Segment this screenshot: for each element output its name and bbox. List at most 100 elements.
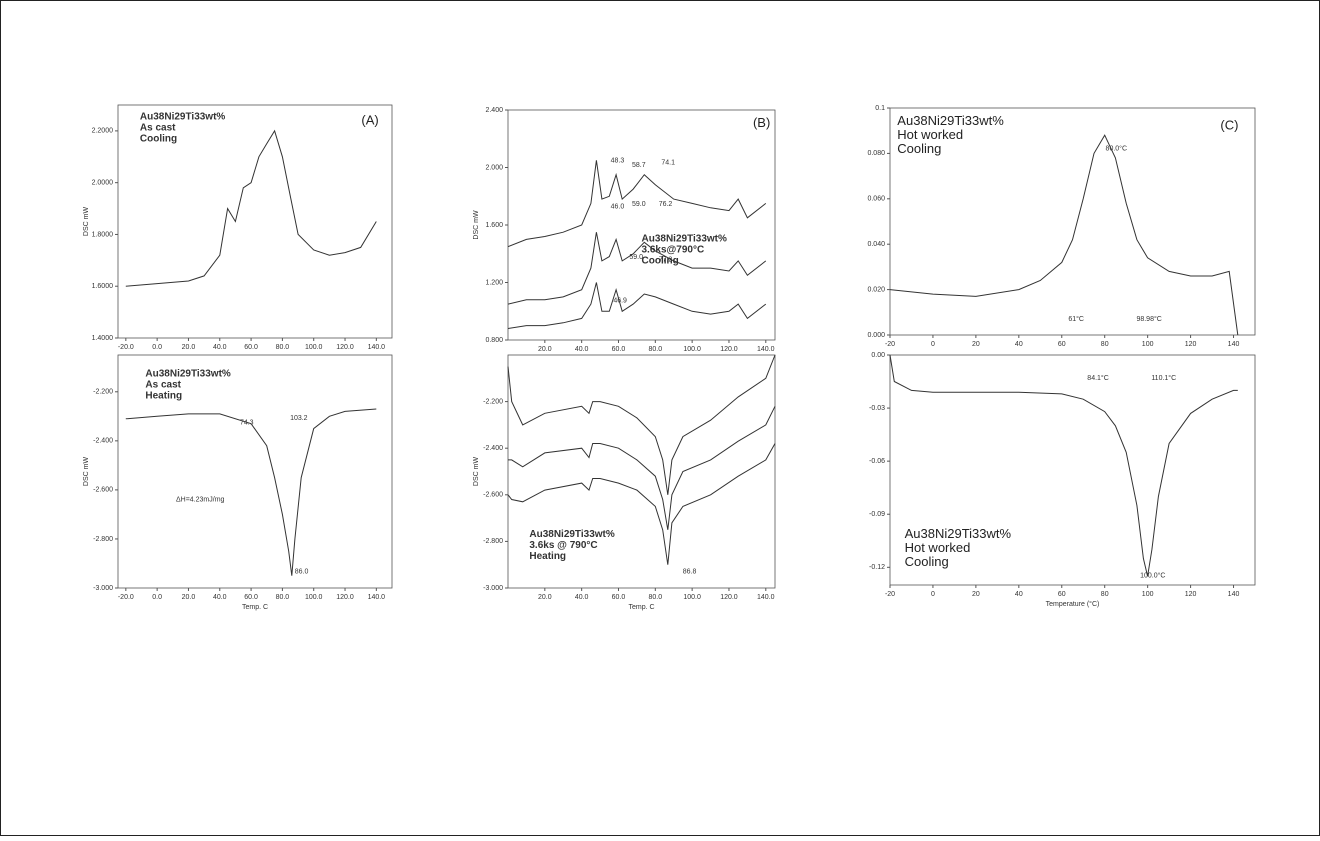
x-tick-label: 140 [1228,591,1240,598]
y-tick-label: -0.06 [869,458,885,465]
y-tick-label: -2.400 [93,438,113,445]
x-tick-label: 80.0 [648,594,662,601]
x-tick-label: -20.0 [118,594,134,601]
peak-label: 76.2 [659,201,673,208]
y-tick-label: -2.200 [93,389,113,396]
y-tick-label: -2.200 [483,398,503,405]
y-tick-label: -2.800 [93,536,113,543]
y-tick-label: 0.040 [867,241,885,248]
sample-label: Au38Ni29Ti33wt% [529,529,615,540]
y-tick-label: 0.020 [867,286,885,293]
x-tick-label: 100.0 [683,346,701,353]
dsc-curve [125,129,377,287]
y-tick-label: -2.800 [483,538,503,545]
sample-label: Cooling [905,554,949,569]
peak-label: 103.2 [290,415,308,422]
x-tick-label: 120 [1185,591,1197,598]
x-tick-label: 60.0 [612,594,626,601]
x-tick-label: 120.0 [336,594,354,601]
x-tick-label: 40.0 [575,346,589,353]
peak-label: 80.0°C [1106,145,1127,153]
peak-label: 77.2 [659,256,673,263]
x-tick-label: 40 [1015,591,1023,598]
x-tick-label: 0.0 [152,344,162,351]
sample-label: Heating [145,390,182,401]
x-tick-label: 120.0 [720,594,738,601]
x-tick-label: 40.0 [213,344,227,351]
x-tick-label: 80 [1101,591,1109,598]
peak-label: 74.3 [240,419,254,426]
sample-label: Au38Ni29Ti33wt% [897,113,1004,128]
peak-label: 100.0°C [1140,572,1165,580]
x-tick-label: 60 [1058,341,1066,348]
x-axis-label: Temp. C [242,604,268,611]
y-tick-label: 2.0000 [92,180,114,187]
y-tick-label: 0.00 [871,352,885,359]
y-tick-label: 1.4000 [92,335,114,342]
peak-label: 59.0 [629,254,643,261]
x-tick-label: 140 [1228,341,1240,348]
x-tick-label: 80.0 [276,594,290,601]
y-tick-label: -0.03 [869,405,885,412]
x-tick-label: 140.0 [757,594,775,601]
sample-label: Au38Ni29Ti33wt% [905,526,1012,541]
x-tick-label: 140.0 [757,346,775,353]
x-tick-label: 80.0 [648,346,662,353]
x-tick-label: 80 [1101,341,1109,348]
peak-label: 110.1°C [1151,374,1176,382]
peak-label: 48.3 [611,157,625,164]
peak-label: 46.0 [611,203,625,210]
y-tick-label: -3.000 [93,585,113,592]
y-tick-label: 2.000 [485,164,503,171]
x-tick-label: 60 [1058,591,1066,598]
x-tick-label: 60.0 [244,594,258,601]
x-tick-label: -20.0 [118,344,134,351]
peak-label: 98.98°C [1136,315,1161,323]
y-tick-label: 1.8000 [92,231,114,238]
sample-label: Cooling [140,133,177,144]
sample-label: Heating [529,551,566,562]
x-tick-label: 60.0 [244,344,258,351]
peak-label: 61°C [1068,315,1084,323]
x-tick-label: 20 [972,341,980,348]
x-tick-label: 100.0 [683,594,701,601]
y-tick-label: -2.600 [483,492,503,499]
plot-frame [117,104,393,339]
y-tick-label: -0.12 [869,564,885,571]
dsc-curve [507,354,776,495]
x-tick-label: 0 [931,591,935,598]
sample-label: As cast [145,379,181,390]
x-axis-label: Temp. C [628,604,654,611]
sample-label: 3.6ks@790°C [642,244,705,255]
x-tick-label: 40.0 [213,594,227,601]
x-tick-label: 120.0 [336,344,354,351]
x-tick-label: 20.0 [182,344,196,351]
x-tick-label: 0 [931,341,935,348]
panel-label: (C) [1220,118,1238,133]
x-tick-label: 40 [1015,341,1023,348]
y-tick-label: 0.000 [867,332,885,339]
x-tick-label: 0.0 [152,594,162,601]
panel-label: (B) [753,115,770,130]
y-tick-label: 1.200 [485,279,503,286]
y-tick-label: -2.600 [93,487,113,494]
y-axis-label: DSC mW [473,210,480,240]
x-tick-label: 100.0 [305,344,323,351]
plot-frame [507,354,776,589]
plot-frame [117,354,393,589]
x-tick-label: 20.0 [538,594,552,601]
dsc-curve [507,160,767,248]
x-tick-label: 20 [972,591,980,598]
sample-label: Au38Ni29Ti33wt% [642,233,728,244]
y-tick-label: 0.800 [485,337,503,344]
y-tick-label: 2.2000 [92,128,114,135]
x-tick-label: 140.0 [368,344,386,351]
peak-label: 74.1 [661,160,675,167]
sample-label: Cooling [897,141,941,156]
x-tick-label: 40.0 [575,594,589,601]
x-axis-label: Temperature (°C) [1046,600,1100,608]
x-tick-label: 100 [1142,341,1154,348]
y-tick-label: 1.600 [485,222,503,229]
